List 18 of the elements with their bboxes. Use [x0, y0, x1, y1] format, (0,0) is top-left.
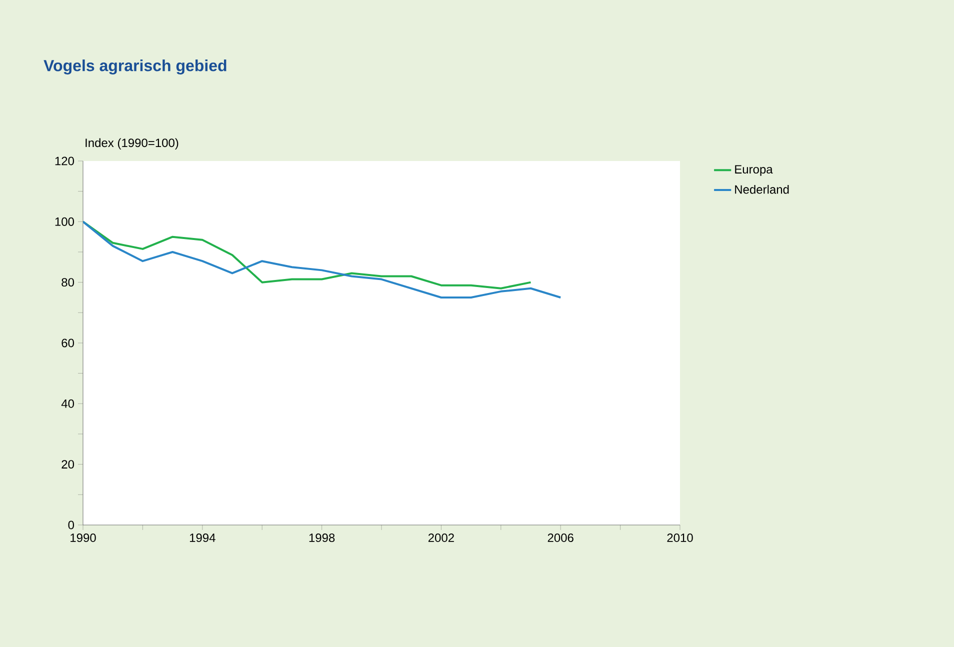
legend-label: Europa	[735, 165, 773, 176]
line-series	[83, 220, 532, 290]
chart-title: Vogels agrarisch gebied	[44, 60, 226, 74]
y-tick-label: 60	[62, 338, 74, 348]
x-tick-label: 1990	[70, 534, 96, 542]
y-tick-label: 80	[62, 278, 74, 287]
y-tick-label: 100	[55, 217, 74, 226]
x-tick-label: 1998	[309, 534, 335, 542]
y-axis-title: Index (1990=100)	[86, 138, 178, 150]
legend-label: Nederland	[735, 184, 789, 194]
x-tick-label: 2010	[667, 534, 693, 542]
y-tick-label: 120	[55, 156, 74, 166]
y-tick-label: 20	[62, 460, 74, 469]
x-tick-label: 2002	[428, 534, 454, 542]
x-tick-label: 1994	[190, 534, 216, 542]
x-tick-label: 2006	[548, 534, 574, 542]
y-tick-label: 40	[61, 399, 74, 408]
y-tick-label: 0	[68, 520, 74, 530]
